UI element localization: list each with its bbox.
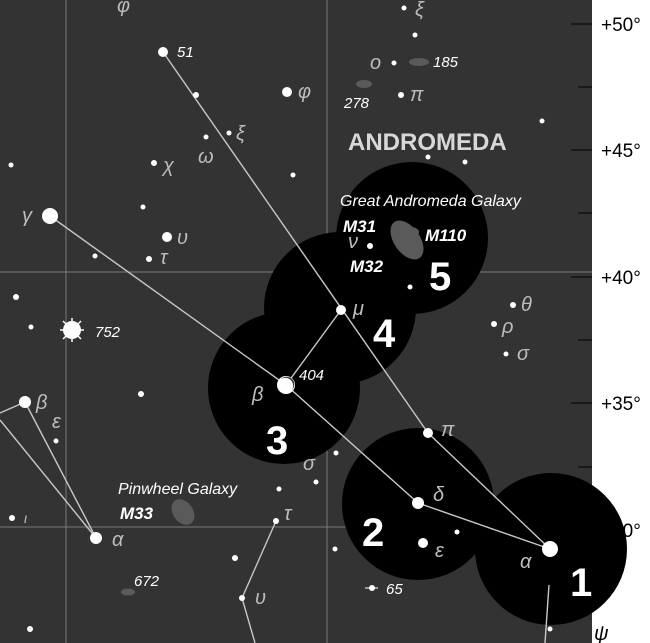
label-sigma: σ (517, 343, 530, 365)
label-beta: β (35, 392, 47, 414)
greek-labels: φ ξ ω χ γ υ τ ν μ θ ρ σ β β ε σ τ α ι υ … (22, 0, 609, 643)
label-chi: χ (161, 155, 175, 177)
star-pi-and (423, 428, 433, 438)
label-rho: ρ (501, 316, 513, 338)
label-phi: φ (298, 81, 311, 103)
star-phi-and (282, 87, 292, 97)
star-mu-and (336, 305, 346, 315)
label-psi: ψ (594, 623, 609, 643)
hop-numbers: 1 2 3 4 5 (266, 255, 592, 605)
label-epsilon: ε (52, 411, 62, 433)
label-672: 672 (134, 573, 160, 590)
ngc672-galaxy (121, 588, 135, 596)
dec-label-35: +35° (601, 394, 641, 415)
label-xi: ξ (236, 123, 246, 145)
star-delta-and (412, 497, 424, 509)
star-upsilon-and (162, 232, 172, 242)
star-epsilon-and (418, 538, 428, 548)
constellation-name: ANDROMEDA (348, 129, 507, 156)
star-gamma-and (42, 208, 58, 224)
ngc752-spikes (60, 318, 84, 342)
label-iota: ι (24, 510, 27, 526)
ngc185-galaxy (409, 58, 429, 66)
label-xi-top: ξ (415, 0, 425, 21)
label-65: 65 (386, 581, 403, 598)
label-epsilon2: ε (435, 540, 445, 562)
great-andromeda-galaxy-caption: Great Andromeda Galaxy (340, 193, 522, 210)
dec-label-45: +45° (601, 141, 641, 162)
star-51-and (158, 47, 168, 57)
star-nu-and (367, 243, 373, 249)
hop-number-5: 5 (429, 255, 451, 299)
label-pi: π (410, 84, 424, 106)
galaxies (121, 58, 429, 596)
hop-number-1: 1 (570, 561, 592, 605)
label-upsilon: υ (177, 227, 188, 249)
m110-galaxy (403, 227, 419, 237)
dec-label-40: +40° (601, 268, 641, 289)
declination-ticks (571, 23, 592, 595)
label-mu: μ (352, 298, 364, 320)
label-278: 278 (343, 95, 370, 112)
label-pi2: π (441, 419, 455, 441)
label-sigma2: σ (303, 453, 316, 475)
m31-label: M31 (343, 217, 376, 236)
dec-label-50: +50° (601, 15, 641, 36)
catalog-labels: 51 185 278 752 404 672 65 (95, 44, 459, 598)
ngc278-galaxy (356, 80, 372, 88)
label-delta: δ (433, 484, 445, 506)
label-alpha: α (112, 529, 124, 551)
m33-label: M33 (120, 504, 154, 523)
m32-label: M32 (350, 257, 384, 276)
label-omicron: ο (370, 52, 381, 74)
label-tau: τ (160, 247, 169, 269)
label-alpha-and: α (520, 551, 532, 573)
star-beta-tri (19, 396, 31, 408)
label-phi-top: φ (117, 0, 130, 17)
star-alpha-tri (90, 532, 102, 544)
star-beta-and (277, 376, 295, 394)
label-omega: ω (198, 146, 214, 168)
label-tau2: τ (284, 503, 293, 525)
label-theta: θ (521, 294, 532, 316)
label-185: 185 (433, 54, 459, 71)
star-alpha-and (542, 541, 558, 557)
pinwheel-galaxy-caption: Pinwheel Galaxy (118, 481, 238, 498)
label-beta-and: β (251, 384, 263, 406)
label-nu: ν (348, 231, 358, 253)
m33-galaxy (171, 499, 195, 525)
label-51: 51 (177, 44, 194, 61)
hop-number-2: 2 (362, 511, 384, 555)
m110-label: M110 (425, 226, 467, 245)
label-752: 752 (95, 324, 121, 341)
hop-number-4: 4 (373, 312, 396, 356)
stars (8, 5, 558, 632)
ngc404-mark (281, 376, 295, 390)
hop-number-3: 3 (266, 419, 288, 463)
label-gamma: γ (22, 205, 33, 227)
label-upsilon2: υ (255, 587, 266, 609)
label-404: 404 (299, 367, 324, 384)
